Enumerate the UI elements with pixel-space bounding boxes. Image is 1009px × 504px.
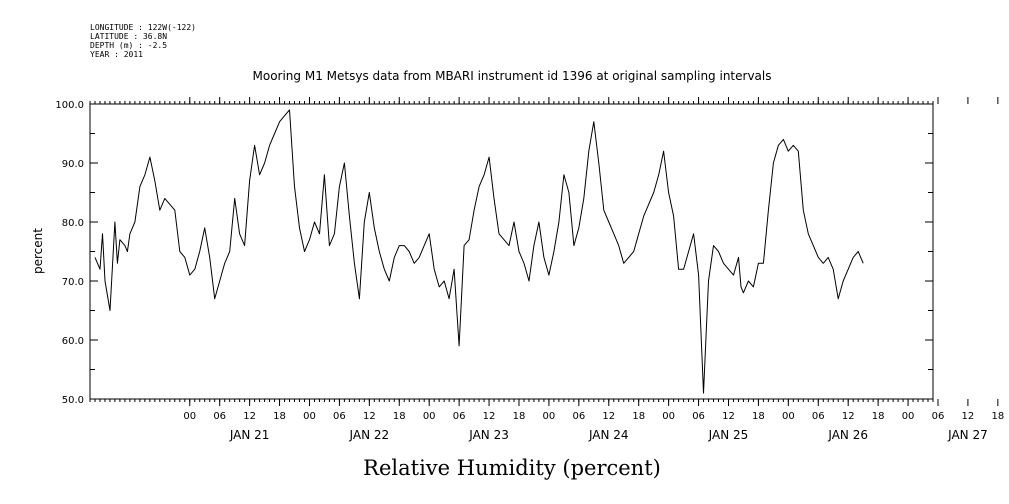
x-tick-label: 00 xyxy=(543,411,556,422)
meta-year: YEAR : 2011 xyxy=(90,50,143,59)
chart-title: Mooring M1 Metsys data from MBARI instru… xyxy=(253,69,772,83)
plot-frame xyxy=(89,103,934,400)
x-tick-label: 06 xyxy=(453,411,466,422)
x-tick-label: 12 xyxy=(483,411,496,422)
x-tick-label: 00 xyxy=(782,411,795,422)
x-tick-label: 18 xyxy=(393,411,406,422)
x-day-label: JAN 21 xyxy=(229,428,270,442)
x-tick-label: 12 xyxy=(842,411,855,422)
x-tick-label: 12 xyxy=(722,411,735,422)
x-tick-label: 12 xyxy=(243,411,256,422)
meta-longitude: LONGITUDE : 122W(-122) xyxy=(90,23,196,32)
x-tick-label: 06 xyxy=(213,411,226,422)
x-day-label: JAN 23 xyxy=(468,428,509,442)
series-line-0 xyxy=(94,109,864,394)
x-tick-label: 06 xyxy=(572,411,585,422)
x-tick-label: 06 xyxy=(692,411,705,422)
x-tick-label: 00 xyxy=(183,411,196,422)
y-tick-label: 70.0 xyxy=(62,277,84,288)
x-tick-label: 06 xyxy=(932,411,945,422)
y-tick-label: 50.0 xyxy=(62,395,84,406)
x-tick-label: 12 xyxy=(962,411,975,422)
x-day-label: JAN 27 xyxy=(947,428,988,442)
x-tick-label: 18 xyxy=(513,411,526,422)
y-tick-label: 80.0 xyxy=(62,218,84,229)
y-axis: 50.0 60.0 70.0 80.0 90.0 100.0 xyxy=(55,100,933,406)
series-group xyxy=(94,109,864,394)
x-tick-label: 18 xyxy=(991,411,1004,422)
x-day-label: JAN 24 xyxy=(588,428,629,442)
x-tick-label: 18 xyxy=(632,411,645,422)
y-axis-label: percent xyxy=(31,228,45,274)
x-axis: 00 06 12 18 00 06 12 18 00 06 12 18 00 06 12 18 00 06 12 18… xyxy=(89,97,1004,442)
x-axis-label: Relative Humidity (percent) xyxy=(363,456,661,480)
meta-latitude: LATITUDE : 36.8N xyxy=(90,32,168,41)
x-tick-label: 00 xyxy=(662,411,675,422)
x-day-label: JAN 22 xyxy=(349,428,390,442)
x-tick-label: 18 xyxy=(273,411,286,422)
meta-depth: DEPTH (m) : -2.5 xyxy=(90,41,168,50)
x-tick-label: 00 xyxy=(423,411,436,422)
y-tick-label: 100.0 xyxy=(55,100,84,111)
x-tick-label: 12 xyxy=(363,411,376,422)
x-tick-label: 18 xyxy=(872,411,885,422)
y-tick-label: 60.0 xyxy=(62,336,84,347)
y-tick-label: 90.0 xyxy=(62,159,84,170)
x-tick-label: 00 xyxy=(902,411,915,422)
x-tick-label: 06 xyxy=(333,411,346,422)
x-tick-label: 18 xyxy=(752,411,765,422)
x-day-label: JAN 26 xyxy=(827,428,868,442)
x-tick-label: 06 xyxy=(812,411,825,422)
x-day-label: JAN 25 xyxy=(708,428,749,442)
x-tick-label: 00 xyxy=(303,411,316,422)
x-tick-label: 12 xyxy=(602,411,615,422)
